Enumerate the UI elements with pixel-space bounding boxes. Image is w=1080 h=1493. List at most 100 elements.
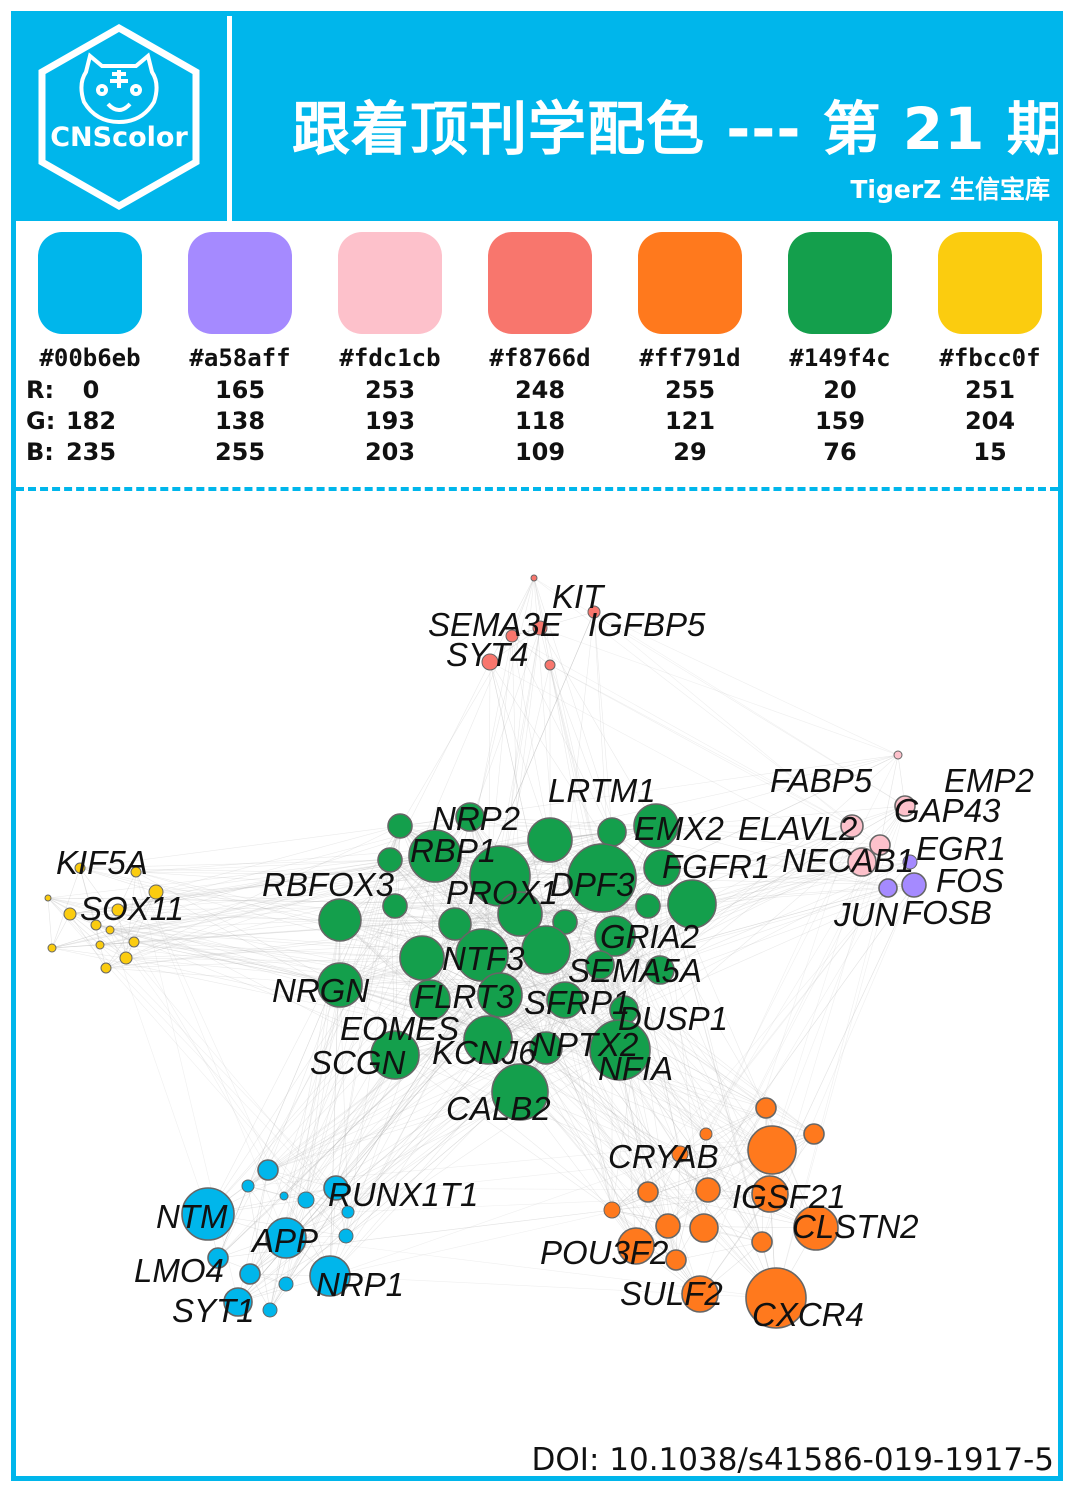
gene-node — [633, 803, 679, 849]
network-edge — [675, 1133, 707, 1261]
network-edge — [659, 754, 899, 971]
swatch-5 — [788, 232, 892, 334]
network-edge — [133, 941, 285, 1197]
gene-node — [594, 915, 636, 957]
gene-label: RBP1 — [410, 832, 496, 869]
network-edge — [335, 859, 391, 1189]
gene-node — [463, 1015, 513, 1065]
network-edge — [305, 905, 396, 1201]
network-edge — [545, 884, 915, 1049]
network-edge — [549, 839, 625, 1011]
network-nodes — [44, 574, 927, 1329]
network-edge — [133, 941, 341, 986]
swatch-3 — [488, 232, 592, 334]
network-edge — [699, 1133, 815, 1295]
network-edge — [109, 929, 601, 966]
network-edge — [499, 887, 889, 996]
network-edge — [394, 1054, 613, 1211]
network-edge — [394, 1054, 817, 1229]
network-edge — [399, 825, 669, 1227]
network-edge — [283, 855, 436, 1197]
network-edge — [533, 577, 881, 846]
network-edge — [207, 1047, 547, 1215]
network-edge — [545, 1047, 705, 1229]
network-edge — [269, 1039, 489, 1311]
gene-label: SYT1 — [172, 1292, 255, 1329]
network-edge — [611, 831, 771, 1195]
gene-node — [803, 1123, 825, 1145]
gene-node — [585, 950, 615, 980]
gene-label: CALB2 — [446, 1090, 551, 1127]
swatch-r: 251 — [964, 376, 1016, 404]
network-edge — [549, 664, 603, 879]
gene-node — [477, 972, 523, 1018]
doi-text: DOI: 10.1038/s41586-019-1917-5 — [531, 1442, 1054, 1478]
network-edge — [429, 839, 551, 1001]
network-edge — [305, 999, 431, 1201]
network-edge — [667, 884, 915, 1227]
network-edge — [661, 867, 777, 1299]
network-edge — [267, 1049, 621, 1171]
network-edge — [109, 929, 521, 1093]
network-edge — [519, 1091, 637, 1247]
gene-node — [637, 1181, 659, 1203]
swatch-g: 193 — [364, 407, 416, 435]
network-edge — [564, 903, 693, 1001]
network-edge — [549, 839, 613, 1211]
network-edge — [125, 859, 391, 959]
header-divider — [227, 11, 232, 221]
network-edge — [545, 949, 767, 1109]
network-edge — [135, 859, 391, 873]
gene-node — [901, 872, 927, 898]
network-edge — [655, 825, 889, 889]
swatch-hex: #149f4c — [789, 344, 891, 372]
network-edge — [481, 664, 551, 956]
swatch-r: 0 — [82, 376, 100, 404]
network-edge — [51, 941, 135, 949]
network-edge — [545, 825, 853, 1049]
network-edge — [249, 1169, 269, 1275]
network-edge — [611, 1149, 773, 1211]
gene-label: RBFOX3 — [262, 866, 395, 903]
network-edge — [599, 964, 815, 1135]
network-edge — [611, 861, 911, 1211]
page-title: 跟着顶刊学配色 --- 第 21 期 — [292, 95, 1066, 163]
network-edge — [247, 905, 649, 1187]
network-edge — [125, 957, 601, 966]
network-edge — [69, 867, 663, 915]
network-edge — [285, 1009, 625, 1239]
network-edge — [619, 805, 906, 1051]
network-edge — [99, 944, 337, 1189]
gene-node — [370, 1030, 420, 1080]
gene-node — [63, 907, 77, 921]
gene-node — [645, 955, 675, 985]
network-edge — [51, 903, 693, 949]
palette-panel: R: G: B: #00b6eb 0 182 235 #a58aff 165 1… — [16, 226, 1058, 486]
network-edge — [389, 859, 815, 1135]
network-edge — [647, 905, 767, 1109]
gene-node — [617, 1227, 655, 1265]
network-edge — [705, 754, 899, 1135]
network-edge — [69, 855, 436, 915]
network-edge — [335, 1049, 621, 1189]
gene-node — [589, 1019, 651, 1081]
swatch-r: 165 — [214, 376, 266, 404]
gene-label: CRYAB — [608, 1138, 719, 1175]
gene-node — [671, 1145, 689, 1163]
network-edge — [655, 825, 881, 846]
network-edge — [564, 999, 613, 1211]
network-edge — [549, 664, 881, 846]
network-edge — [105, 855, 436, 969]
network-edge — [661, 867, 763, 1243]
network-edge — [511, 635, 551, 666]
gene-node — [527, 817, 573, 863]
network-edge — [285, 1187, 337, 1285]
gene-node — [497, 891, 543, 937]
network-edge — [593, 611, 899, 756]
network-edge — [611, 1209, 701, 1295]
swatch-b: 76 — [823, 438, 857, 466]
gene-node — [847, 847, 877, 877]
network-edge — [47, 897, 347, 1237]
network-edge — [155, 891, 396, 907]
network-edge — [47, 897, 547, 1049]
